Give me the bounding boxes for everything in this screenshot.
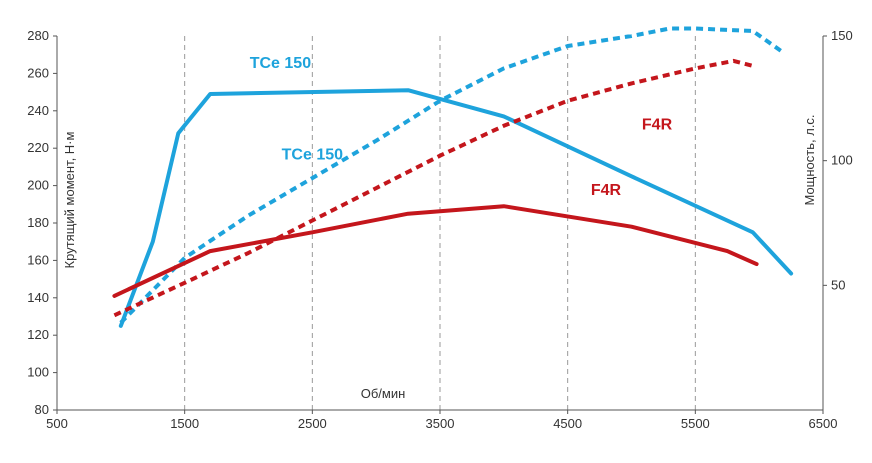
y-right-tick-label: 50 (831, 277, 845, 292)
y-left-tick-label: 100 (27, 365, 49, 380)
y-left-tick-label: 260 (27, 65, 49, 80)
f4r-torque-line (112, 204, 759, 298)
y-left-tick-label: 160 (27, 252, 49, 267)
y-axis-right-title: Мощность, л.с. (802, 114, 817, 205)
y-left-tick-label: 280 (27, 28, 49, 43)
y-left-tick-label: 80 (35, 402, 49, 417)
x-tick-label: 5500 (681, 416, 710, 431)
y-left-tick-label: 180 (27, 215, 49, 230)
tce-150-torque-line (118, 88, 794, 328)
x-tick-label: 6500 (809, 416, 838, 431)
y-right-tick-label: 150 (831, 28, 853, 43)
axes: 500 1500 2500 3500 4500 5500 6500 80 100 120 140 16… (27, 28, 852, 431)
series-label: F4R (591, 182, 622, 199)
y-left-tick-label: 240 (27, 103, 49, 118)
series-label: F4R (642, 117, 673, 134)
series-label: TCe 150 (250, 55, 311, 72)
series-lines (112, 26, 794, 328)
tce-150-power-line (119, 26, 786, 325)
y-left-tick-label: 220 (27, 140, 49, 155)
y-left-tick-label: 140 (27, 290, 49, 305)
x-tick-label: 500 (46, 416, 68, 431)
x-tick-label: 4500 (553, 416, 582, 431)
x-tick-label: 2500 (298, 416, 327, 431)
series-labels: TCe 150 TCe 150 F4R F4R (250, 55, 673, 199)
x-tick-label: 3500 (426, 416, 455, 431)
y-left-tick-label: 200 (27, 178, 49, 193)
y-left-tick-label: 120 (27, 327, 49, 342)
x-tick-label: 1500 (170, 416, 199, 431)
y-right-tick-label: 100 (831, 153, 853, 168)
f4r-power-line (113, 58, 754, 318)
x-axis-title: Об/мин (361, 386, 406, 401)
y-axis-left-title: Крутящий момент, Н·м (62, 131, 77, 268)
series-label: TCe 150 (282, 146, 343, 163)
